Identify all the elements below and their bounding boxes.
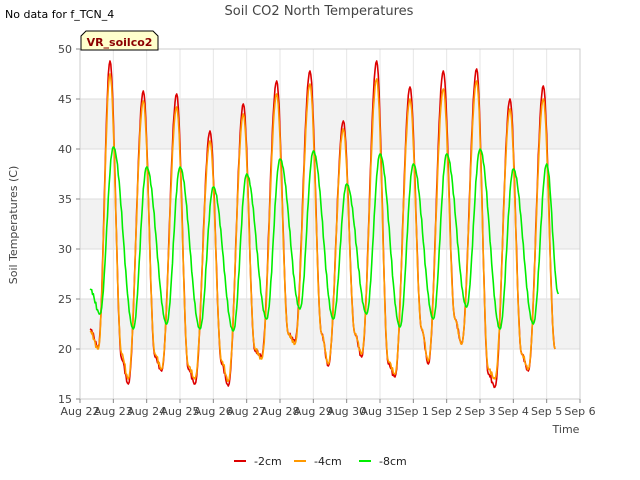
y-tick-label: 15 [58, 393, 72, 406]
y-tick-label: 35 [58, 193, 72, 206]
x-tick-label: Sep 1 [398, 405, 429, 418]
site-label: VR_soilco2 [87, 36, 153, 49]
x-tick-label: Aug 24 [127, 405, 166, 418]
background-band [80, 99, 580, 149]
series-lines [89, 60, 560, 389]
plot-area [79, 48, 581, 400]
background-band [80, 199, 580, 249]
series-line-4cmcm [89, 73, 556, 382]
x-axis-label: Time [552, 423, 580, 436]
site-label-box: VR_soilco2 [80, 30, 159, 51]
y-tick-label: 50 [58, 43, 72, 56]
x-tick-label: Sep 2 [431, 405, 462, 418]
legend-label: -4cm [314, 455, 342, 468]
series-line-8cmcm [89, 146, 560, 332]
y-tick-label: 30 [58, 243, 72, 256]
x-tick-label: Aug 30 [327, 405, 366, 418]
x-tick-label: Aug 26 [194, 405, 233, 418]
x-tick-label: Sep 6 [564, 405, 595, 418]
y-axis-label: Soil Temperatures (C) [7, 166, 20, 285]
x-tick-label: Aug 27 [227, 405, 266, 418]
x-tick-label: Aug 31 [361, 405, 400, 418]
x-tick-label: Aug 22 [61, 405, 100, 418]
x-tick-label: Aug 25 [161, 405, 200, 418]
x-tick-label: Aug 29 [294, 405, 333, 418]
x-tick-label: Aug 23 [94, 405, 133, 418]
x-tick-label: Sep 3 [464, 405, 495, 418]
legend-label: -2cm [254, 455, 282, 468]
y-axis: 15 20 25 30 35 40 45 50 [58, 43, 80, 406]
x-tick-label: Sep 4 [498, 405, 529, 418]
x-tick-label: Sep 5 [531, 405, 562, 418]
no-data-note: No data for f_TCN_4 [5, 8, 114, 21]
y-tick-label: 45 [58, 93, 72, 106]
y-tick-label: 25 [58, 293, 72, 306]
legend: -2cm -4cm -8cm [234, 455, 407, 468]
x-tick-label: Aug 28 [261, 405, 300, 418]
y-tick-label: 40 [58, 143, 72, 156]
y-tick-label: 20 [58, 343, 72, 356]
chart-title: Soil CO2 North Temperatures [225, 4, 414, 19]
legend-label: -8cm [379, 455, 407, 468]
